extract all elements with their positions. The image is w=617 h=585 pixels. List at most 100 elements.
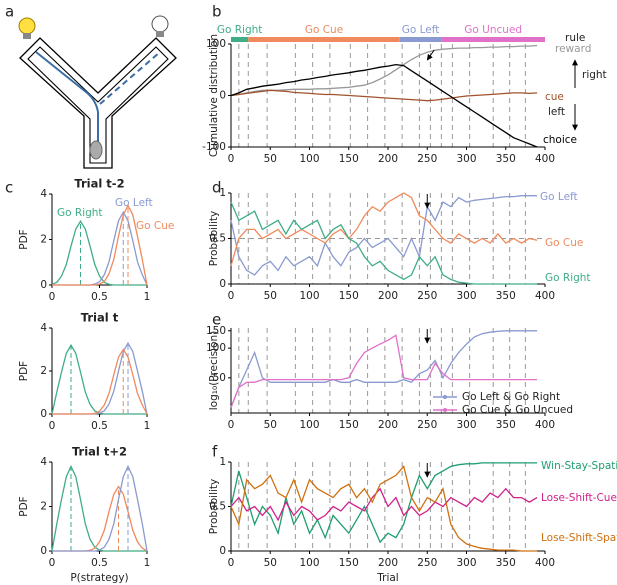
series-line	[51, 220, 147, 286]
x-tick-label: 250	[417, 290, 437, 302]
x-tick-label: 100	[299, 557, 319, 569]
x-tick-label: 200	[378, 290, 398, 302]
y-axis-label: Probability	[208, 479, 220, 535]
y-tick-label: 4	[40, 322, 47, 334]
x-tick-label: 0.5	[91, 291, 108, 303]
x-tick-label: 150	[339, 557, 359, 569]
x-tick-label: 100	[299, 153, 319, 165]
x-tick-label: 350	[496, 290, 516, 302]
x-tick-label: 0	[228, 153, 235, 165]
legend-label: Go Left & Go Right	[462, 391, 560, 403]
x-tick-label: 0	[49, 420, 56, 432]
x-tick-label: 300	[456, 153, 476, 165]
annotation: left	[548, 106, 565, 118]
x-tick-label: 300	[456, 557, 476, 569]
y-tick-label: 0	[40, 279, 47, 291]
series-line	[230, 465, 538, 552]
x-tick-label: 1	[144, 291, 151, 303]
rule-band	[231, 37, 249, 42]
series-label: Go Left	[115, 197, 153, 209]
x-tick-label: 400	[535, 153, 555, 165]
series-line	[52, 348, 148, 415]
series-line	[52, 464, 148, 552]
x-tick-label: 400	[535, 557, 555, 569]
rule-name: Go Uncued	[464, 24, 522, 36]
legend-label: Go Cue & Go Uncued	[462, 404, 573, 416]
panel-label: b	[212, 3, 222, 21]
y-axis-label: log₁₀(Precision)	[208, 331, 220, 410]
series-line	[230, 462, 538, 544]
panel-label: a	[5, 3, 14, 21]
y-tick-label: 0	[219, 90, 226, 102]
x-tick-label: 50	[264, 290, 277, 302]
legend-dot	[443, 408, 447, 412]
x-tick-label: 200	[378, 153, 398, 165]
y-tick-label: 2	[40, 234, 47, 246]
rule-name: Go Left	[402, 24, 440, 36]
panel-label: f	[212, 443, 218, 461]
x-tick-label: 50	[264, 557, 277, 569]
x-tick-label: 150	[339, 290, 359, 302]
y-tick-label: 0.5	[209, 501, 226, 513]
y-tick-label: 50	[213, 372, 226, 384]
series-line	[52, 485, 148, 552]
y-axis-label: Probability	[208, 211, 220, 267]
y-tick-label: 0	[40, 408, 47, 420]
series-line	[230, 330, 538, 408]
series-line	[230, 89, 538, 102]
x-tick-label: 150	[339, 419, 359, 431]
x-tick-label: 400	[535, 419, 555, 431]
y-tick-label: 0	[40, 545, 47, 557]
rule-name: Go Right	[217, 24, 263, 36]
panel-label: e	[212, 311, 221, 329]
series-line	[52, 210, 148, 286]
y-tick-label: 150	[206, 325, 226, 337]
y-axis-label: PDF	[18, 229, 30, 249]
x-tick-label: 0	[49, 291, 56, 303]
y-tick-label: 100	[206, 342, 226, 354]
x-tick-label: 1	[144, 557, 151, 569]
series-line	[230, 487, 538, 522]
series-line	[52, 203, 148, 286]
x-tick-label: 0	[228, 290, 235, 302]
series-line	[230, 63, 538, 148]
series-label: Lose-Shift-Cued	[541, 492, 617, 504]
chart-title: Trial t-2	[74, 177, 124, 191]
chart-title: Trial t+2	[72, 445, 127, 459]
series-label: reward	[555, 43, 591, 55]
legend-dot	[443, 395, 447, 399]
series-label: Win-Stay-Spatial	[541, 460, 617, 472]
series-label: choice	[543, 134, 577, 146]
x-tick-label: 350	[496, 153, 516, 165]
y-tick-label: 0	[219, 278, 226, 290]
series-label: Go Cue	[545, 237, 583, 249]
annotation: right	[582, 69, 607, 81]
series-line	[51, 343, 147, 415]
y-tick-label: 1	[219, 456, 226, 468]
x-tick-label: 250	[417, 419, 437, 431]
rule-band	[399, 37, 442, 42]
x-tick-label: 50	[264, 153, 277, 165]
series-line	[230, 201, 538, 285]
panel-label: c	[5, 179, 13, 197]
series-line	[230, 192, 538, 266]
x-tick-label: 300	[456, 419, 476, 431]
x-tick-label: 300	[456, 290, 476, 302]
x-axis-label: Trial	[376, 572, 398, 584]
x-tick-label: 1	[144, 420, 151, 432]
series-line	[230, 44, 538, 97]
x-tick-label: 100	[299, 290, 319, 302]
rule-band	[441, 37, 545, 42]
y-tick-label: 4	[40, 188, 47, 200]
x-tick-label: 200	[378, 557, 398, 569]
x-tick-label: 350	[496, 419, 516, 431]
series-line	[230, 195, 538, 276]
x-tick-label: 0.5	[91, 557, 108, 569]
series-label: Go Right	[545, 272, 591, 284]
y-tick-label: 2	[40, 365, 47, 377]
y-axis-label: PDF	[18, 361, 30, 381]
x-tick-label: 400	[535, 290, 555, 302]
rule-band	[248, 37, 400, 42]
series-label: Go Left	[540, 191, 578, 203]
x-tick-label: 0.5	[91, 420, 108, 432]
